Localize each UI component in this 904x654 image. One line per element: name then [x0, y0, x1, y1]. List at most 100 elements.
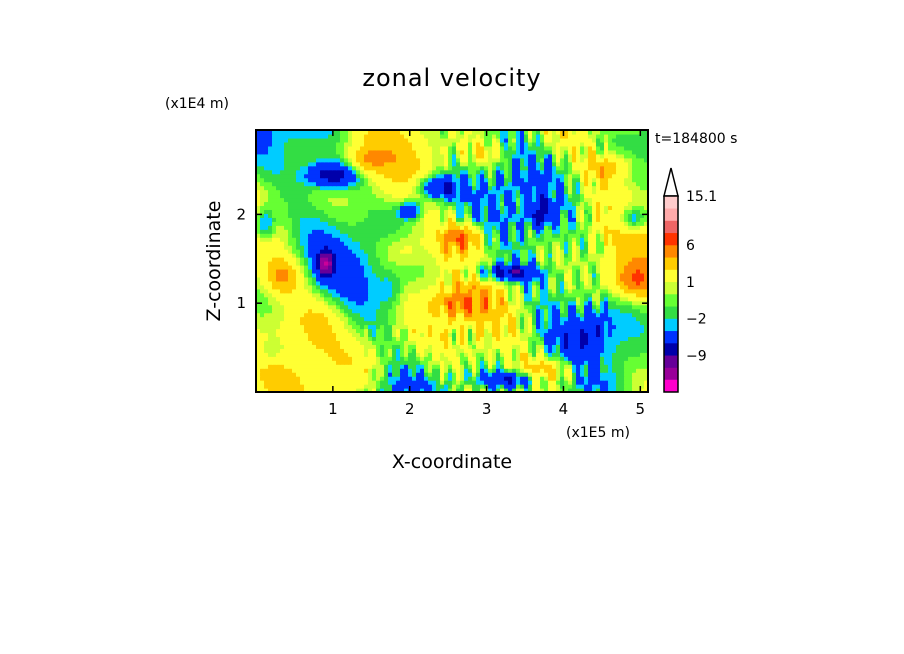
field-cell: [340, 268, 345, 274]
field-cell: [496, 324, 501, 330]
field-cell: [320, 368, 325, 373]
field-cell: [644, 336, 649, 341]
field-cell: [532, 280, 537, 286]
field-cell: [388, 336, 393, 341]
field-cell: [276, 312, 281, 318]
field-cell: [520, 264, 525, 270]
field-cell: [556, 209, 561, 214]
field-cell: [504, 312, 509, 318]
field-cell: [636, 245, 641, 250]
field-cell: [576, 189, 581, 195]
field-cell: [456, 229, 461, 234]
field-cell: [264, 237, 269, 242]
field-cell: [540, 376, 545, 381]
field-cell: [424, 352, 429, 357]
field-cell: [540, 352, 545, 357]
field-cell: [412, 312, 417, 318]
field-cell: [360, 233, 365, 238]
field-cell: [440, 197, 445, 203]
field-cell: [364, 312, 369, 318]
field-cell: [584, 197, 589, 203]
field-cell: [424, 296, 429, 302]
field-cell: [444, 292, 449, 298]
field-cell: [432, 249, 437, 254]
field-cell: [476, 205, 481, 210]
field-cell: [500, 376, 505, 381]
field-cell: [444, 388, 449, 393]
field-cell: [524, 316, 529, 322]
field-cell: [612, 233, 617, 238]
field-cell: [624, 197, 629, 203]
field-cell: [324, 320, 329, 326]
field-cell: [508, 253, 513, 258]
field-cell: [592, 197, 597, 203]
field-cell: [384, 233, 389, 238]
field-cell: [604, 241, 609, 246]
field-cell: [484, 217, 489, 222]
field-cell: [392, 272, 397, 278]
field-cell: [592, 304, 597, 310]
field-cell: [564, 249, 569, 254]
field-cell: [588, 245, 593, 250]
field-cell: [340, 324, 345, 330]
field-cell: [596, 372, 601, 377]
field-cell: [388, 384, 393, 389]
field-cell: [500, 332, 505, 338]
field-cell: [572, 304, 577, 310]
field-cell: [408, 264, 413, 270]
field-cell: [580, 249, 585, 254]
field-cell: [532, 189, 537, 195]
field-cell: [608, 364, 613, 369]
field-cell: [560, 261, 565, 266]
field-cell: [424, 253, 429, 258]
field-cell: [328, 245, 333, 250]
field-cell: [396, 340, 401, 345]
field-cell: [412, 245, 417, 250]
field-cell: [368, 189, 373, 195]
field-cell: [540, 213, 545, 218]
field-cell: [572, 308, 577, 314]
field-cell: [640, 388, 645, 393]
field-cell: [492, 221, 497, 226]
field-cell: [520, 372, 525, 377]
field-cell: [260, 312, 265, 318]
field-cell: [376, 233, 381, 238]
field-cell: [616, 253, 621, 258]
field-cell: [280, 380, 285, 385]
field-cell: [468, 193, 473, 199]
field-cell: [452, 356, 457, 361]
field-cell: [488, 360, 493, 365]
field-cell: [488, 189, 493, 195]
field-cell: [552, 360, 557, 365]
field-cell: [588, 276, 593, 282]
field-cell: [616, 261, 621, 266]
field-cell: [628, 284, 633, 290]
field-cell: [276, 264, 281, 270]
field-cell: [608, 272, 613, 278]
field-cell: [356, 229, 361, 234]
field-cell: [300, 340, 305, 345]
field-cell: [280, 312, 285, 318]
field-cell: [452, 388, 457, 393]
field-cell: [568, 221, 573, 226]
field-cell: [596, 356, 601, 361]
field-cell: [568, 225, 573, 230]
field-cell: [600, 201, 605, 207]
field-cell: [596, 324, 601, 330]
field-cell: [316, 268, 321, 274]
field-cell: [588, 213, 593, 218]
field-cell: [564, 280, 569, 286]
field-cell: [572, 245, 577, 250]
field-cell: [532, 340, 537, 345]
field-cell: [644, 197, 649, 203]
field-cell: [568, 368, 573, 373]
field-cell: [372, 213, 377, 218]
field-cell: [404, 249, 409, 254]
field-cell: [392, 332, 397, 338]
field-cell: [300, 352, 305, 357]
field-cell: [452, 225, 457, 230]
field-cell: [504, 241, 509, 246]
field-cell: [384, 372, 389, 377]
field-cell: [548, 320, 553, 326]
field-cell: [564, 300, 569, 306]
